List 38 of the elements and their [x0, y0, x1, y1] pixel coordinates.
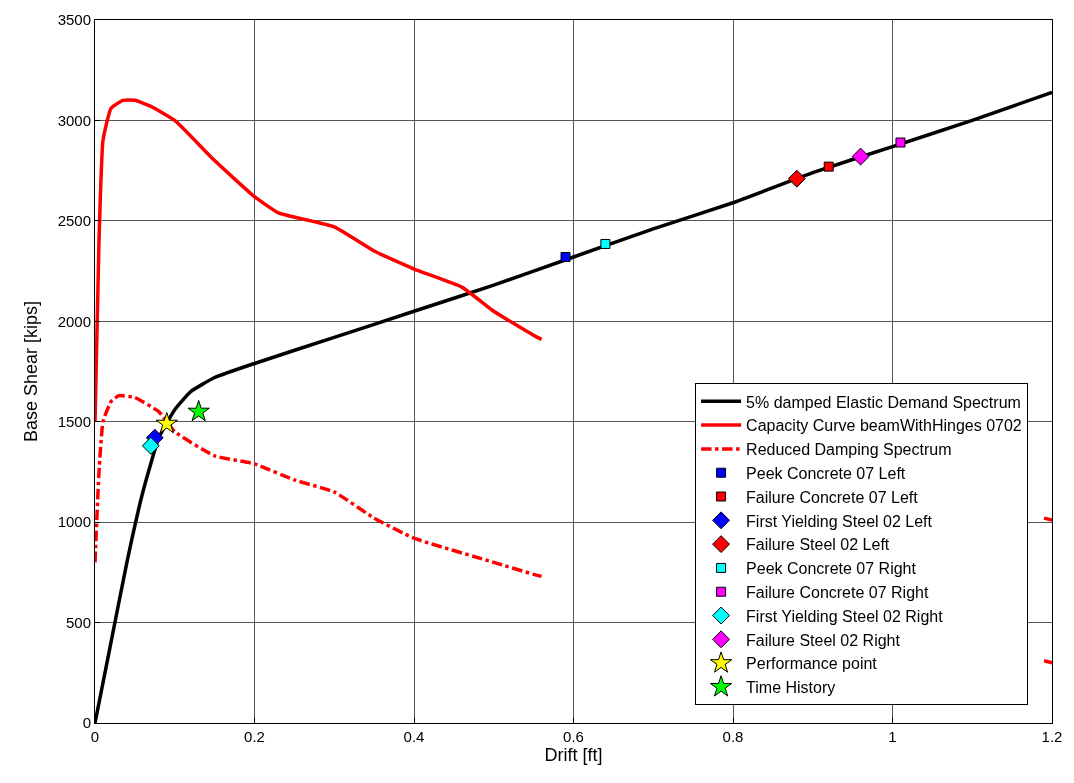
legend-label: Failure Concrete 07 Left	[746, 488, 919, 506]
y-tick-label: 0	[82, 714, 91, 732]
legend-label: Failure Steel 02 Left	[746, 536, 890, 554]
y-tick-label: 1500	[57, 412, 91, 430]
y-tick-label: 2000	[57, 312, 91, 330]
x-tick-label: 1.2	[1041, 728, 1063, 745]
legend-label: First Yielding Steel 02 Right	[746, 607, 944, 625]
legend-label: Performance point	[746, 655, 878, 673]
y-tick-label: 1000	[57, 513, 91, 531]
point	[560, 252, 571, 263]
x-axis-title: Drift [ft]	[544, 745, 603, 765]
legend-label: Reduced Damping Spectrum	[746, 441, 952, 459]
y-axis-title: Base Shear [kips]	[20, 300, 41, 443]
legend-label: First Yielding Steel 02 Left	[746, 512, 933, 530]
point	[787, 169, 806, 188]
x-tick-label: 0.8	[722, 728, 744, 745]
x-tick-label: 0.6	[563, 728, 584, 745]
x-tick-label: 0.2	[244, 728, 265, 745]
point	[155, 412, 178, 434]
y-tick-label: 500	[65, 613, 91, 631]
y-tick-label: 2500	[57, 212, 91, 230]
legend-label: Failure Steel 02 Right	[746, 631, 901, 649]
legend-label: Peek Concrete 07 Left	[746, 464, 906, 482]
point	[141, 436, 160, 455]
point	[823, 161, 834, 172]
legend-label: Time History	[746, 679, 836, 697]
legend-label: Failure Concrete 07 Right	[746, 583, 929, 601]
legend-label: Peek Concrete 07 Right	[746, 560, 917, 578]
x-tick-label: 1	[888, 728, 897, 745]
x-tick-label: 0.4	[403, 728, 425, 745]
y-tick-label: 3500	[57, 11, 91, 29]
point	[187, 399, 210, 422]
legend-label: Capacity Curve beamWithHinges 0702	[746, 417, 1022, 435]
point	[600, 238, 611, 249]
legend-label: 5% damped Elastic Demand Spectrum	[746, 393, 1021, 411]
y-tick-label: 3000	[57, 111, 91, 129]
point	[851, 147, 870, 166]
point	[895, 137, 906, 148]
